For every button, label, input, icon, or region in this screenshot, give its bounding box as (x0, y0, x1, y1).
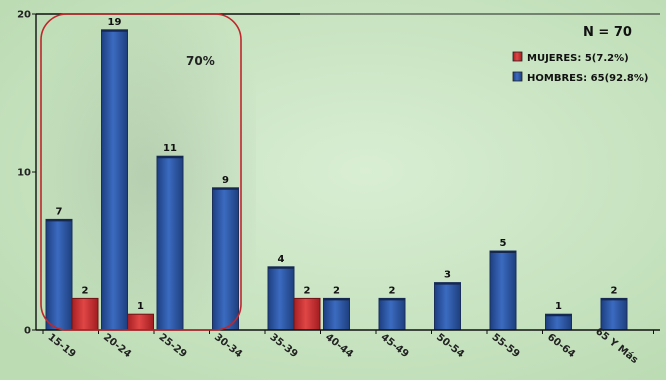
bar-hombres-50-54 (434, 282, 461, 331)
data-label-hombres-30-34: 9 (222, 175, 229, 186)
bar-mujeres-15-19 (71, 297, 99, 331)
bar-mujeres-20-24 (127, 313, 154, 331)
legend-swatch-hombres (512, 71, 523, 82)
bar-hombres-35-39 (267, 266, 295, 331)
data-label-mujeres-20-24: 1 (137, 301, 144, 312)
data-label-hombres-20-24: 19 (108, 17, 122, 28)
data-label-mujeres-35-39: 2 (304, 285, 311, 296)
n-total-label: N = 70 (583, 25, 632, 40)
legend-label-mujeres: MUJERES: 5(7.2%) (527, 53, 629, 64)
legend-swatch-mujeres (512, 51, 523, 62)
bar-hombres-65-Y-Más (600, 297, 628, 331)
y-tick-label: 0 (24, 326, 31, 337)
data-label-hombres-35-39: 4 (278, 254, 285, 265)
data-label-hombres-50-54: 3 (444, 270, 451, 281)
data-label-hombres-60-64: 1 (555, 301, 562, 312)
data-label-hombres-25-29: 11 (163, 143, 177, 154)
data-label-hombres-65-Y-Más: 2 (611, 285, 618, 296)
bar-hombres-40-44 (323, 297, 350, 331)
data-label-mujeres-15-19: 2 (82, 285, 89, 296)
bar-hombres-30-34 (212, 187, 239, 331)
y-tick-label: 20 (17, 10, 31, 21)
data-label-hombres-40-44: 2 (333, 285, 340, 296)
bar-hombres-55-59 (489, 250, 517, 331)
bar-hombres-45-49 (378, 297, 406, 331)
data-label-hombres-55-59: 5 (500, 238, 507, 249)
highlight-frame (40, 13, 242, 331)
legend-label-hombres: HOMBRES: 65(92.8%) (527, 73, 648, 84)
bar-hombres-60-64 (545, 313, 572, 331)
highlight-percent-label: 70% (186, 54, 215, 68)
legend: N = 70 MUJERES: 5(7.2%) HOMBRES: 65(92.8… (512, 25, 648, 84)
bar-hombres-20-24 (101, 29, 128, 331)
bar-hombres-25-29 (156, 155, 184, 331)
data-label-hombres-45-49: 2 (389, 285, 396, 296)
bar-hombres-15-19 (45, 218, 73, 331)
y-tick-label: 10 (17, 168, 31, 179)
data-label-hombres-15-19: 7 (56, 206, 63, 217)
bar-mujeres-35-39 (293, 297, 321, 331)
